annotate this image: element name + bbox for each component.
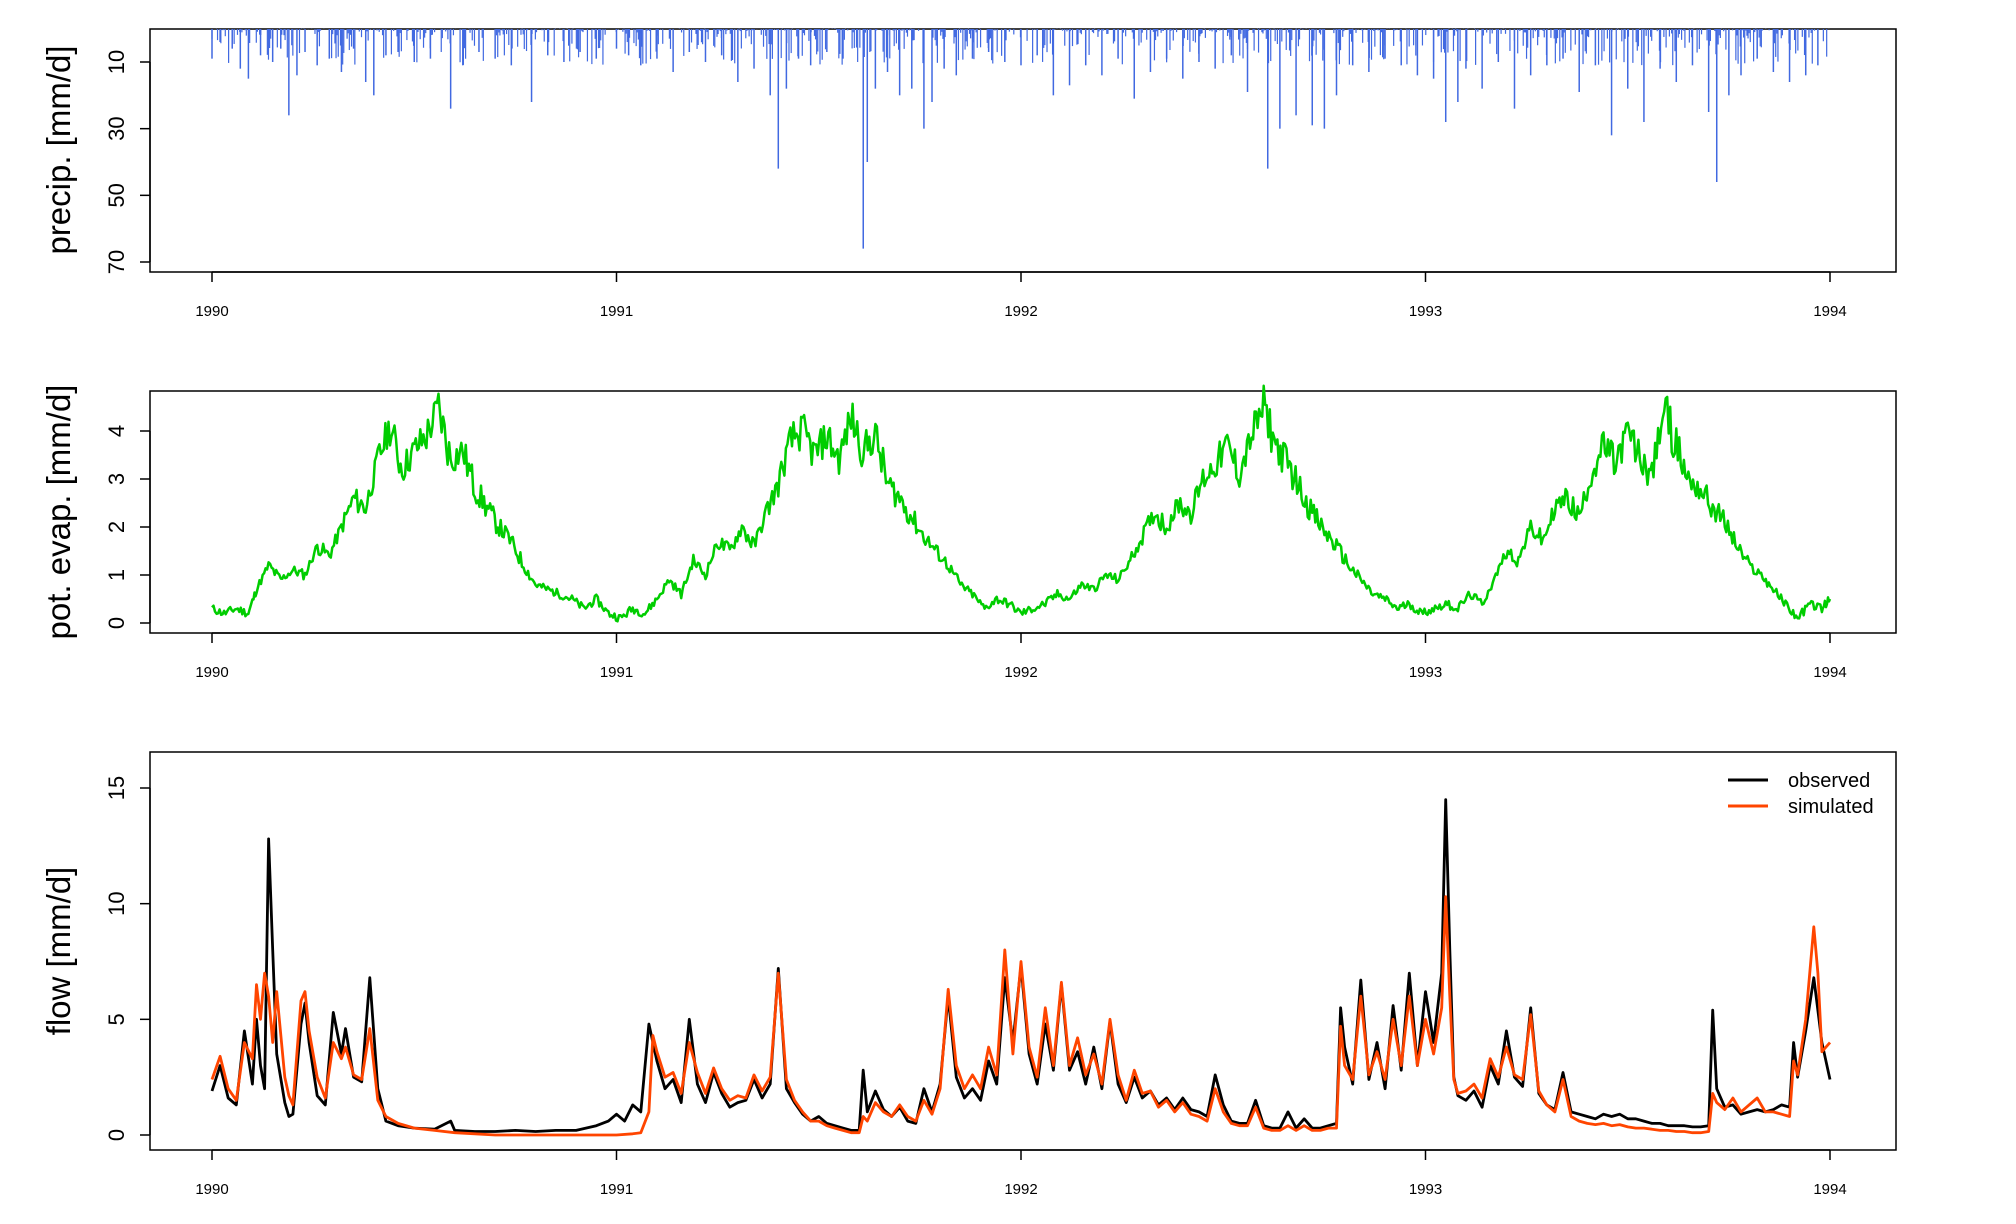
- flow-x-tick-label: 1990: [195, 1181, 228, 1198]
- flow-x-axis: 1990 1991 1992 1993 1994: [195, 1149, 1847, 1198]
- flow-x-tick-label: 1994: [1813, 1181, 1846, 1198]
- pet-y-tick-label: 0: [104, 617, 129, 629]
- flow-series: [210, 798, 1832, 1137]
- flow-y-tick-label: 10: [104, 891, 129, 915]
- flow-y-tick-label: 0: [104, 1129, 129, 1141]
- precip-y-tick-label: 50: [104, 183, 129, 207]
- pet-y-tick-label: 4: [104, 425, 129, 437]
- flow-y-axis: 0 5 10 15: [104, 776, 151, 1141]
- pet-x-tick-label: 1992: [1004, 664, 1037, 681]
- flow-y-tick-label: 15: [104, 776, 129, 800]
- pet-x-axis: 1990 1991 1992 1993 1994: [195, 632, 1847, 681]
- precip-y-tick-label: 30: [104, 116, 129, 140]
- flow-x-tick-label: 1993: [1409, 1181, 1442, 1198]
- legend-label-observed: observed: [1788, 770, 1870, 792]
- pet-x-tick-label: 1994: [1813, 664, 1846, 681]
- pet-line: [211, 384, 1832, 623]
- precip-bars: [211, 28, 1830, 249]
- pet-x-tick-label: 1990: [195, 664, 228, 681]
- flow-legend: observed simulated: [1728, 770, 1874, 818]
- precip-x-axis: 1990 1991 1992 1993 1994: [195, 271, 1847, 320]
- flow-x-tick-label: 1992: [1004, 1181, 1037, 1198]
- pet-x-tick-label: 1991: [600, 664, 633, 681]
- pet-series: [211, 384, 1832, 623]
- precip-panel: 10 30 50 70 1990 1991 1992 1993 1994 precip. [m…: [40, 28, 1897, 320]
- pet-y-axis: 0 1 2 3 4: [104, 425, 151, 629]
- flow-line-observed: [210, 798, 1832, 1133]
- flow-x-tick-label: 1991: [600, 1181, 633, 1198]
- precip-x-tick-label: 1993: [1409, 303, 1442, 320]
- pet-y-tick-label: 1: [104, 569, 129, 581]
- legend-label-simulated: simulated: [1788, 796, 1874, 818]
- precip-x-tick-label: 1991: [600, 303, 633, 320]
- pet-x-tick-label: 1993: [1409, 664, 1442, 681]
- flow-line-simulated: [210, 895, 1832, 1137]
- pet-y-tick-label: 3: [104, 473, 129, 485]
- precip-x-tick-label: 1990: [195, 303, 228, 320]
- pet-y-tick-label: 2: [104, 521, 129, 533]
- pet-panel: 0 1 2 3 4 1990 1991 1992 1993 1994 pot. evap. [m…: [40, 384, 1897, 681]
- precip-y-axis-label: precip. [mm/d]: [40, 45, 77, 254]
- precip-y-axis: 10 30 50 70: [104, 50, 151, 274]
- precip-y-tick-label: 10: [104, 50, 129, 74]
- precip-x-tick-label: 1994: [1813, 303, 1846, 320]
- flow-y-axis-label: flow [mm/d]: [40, 867, 77, 1036]
- pet-y-axis-label: pot. evap. [mm/d]: [40, 385, 77, 640]
- flow-y-tick-label: 5: [104, 1013, 129, 1025]
- precip-x-tick-label: 1992: [1004, 303, 1037, 320]
- precip-y-tick-label: 70: [104, 250, 129, 274]
